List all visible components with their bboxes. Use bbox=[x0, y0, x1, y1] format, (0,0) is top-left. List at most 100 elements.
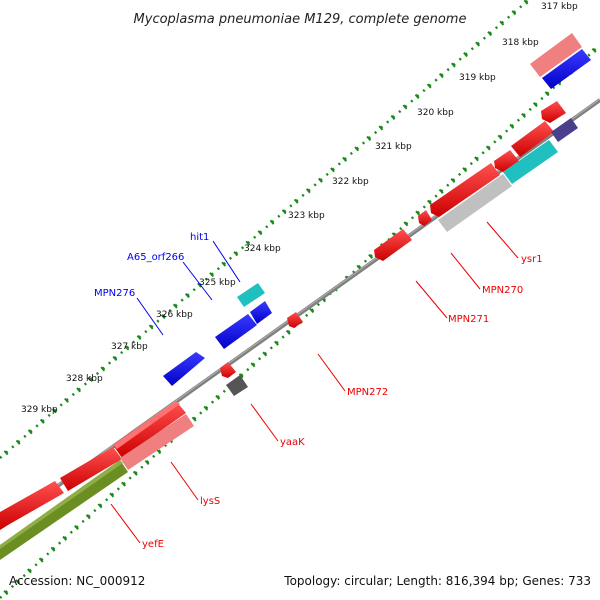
gene-arrow-blue[interactable] bbox=[542, 49, 591, 89]
forward-ruler-tick bbox=[451, 62, 456, 68]
forward-ruler-tick bbox=[39, 418, 45, 424]
reverse-ruler-tick bbox=[50, 546, 56, 552]
reverse-ruler-tick bbox=[144, 459, 150, 465]
tick-label-323: 323 kbp bbox=[288, 211, 325, 221]
forward-ruler-tick bbox=[438, 72, 444, 79]
forward-ruler-line bbox=[0, 0, 531, 459]
forward-ruler-tick bbox=[172, 303, 178, 309]
leader-line-ysr1 bbox=[486, 221, 519, 259]
forward-ruler-tick bbox=[136, 334, 142, 341]
label-A65_orf266[interactable]: A65_orf266 bbox=[127, 252, 184, 263]
reverse-ruler-tick bbox=[285, 329, 291, 335]
reverse-ruler-tick bbox=[368, 253, 374, 259]
tick-label-324: 324 kbp bbox=[244, 244, 281, 254]
gene-MPN276[interactable] bbox=[163, 352, 205, 386]
forward-ruler-tick bbox=[233, 251, 239, 257]
feature-purple[interactable] bbox=[551, 118, 578, 142]
feature-yaaK[interactable] bbox=[226, 375, 248, 396]
gene-lysS[interactable] bbox=[113, 401, 186, 458]
label-MPN276[interactable]: MPN276 bbox=[94, 288, 135, 299]
forward-ruler-tick bbox=[378, 125, 384, 131]
forward-ruler-tick bbox=[27, 429, 33, 435]
gene-yaaK[interactable] bbox=[220, 362, 236, 378]
forward-ruler-tick bbox=[245, 240, 251, 246]
forward-ruler-tick bbox=[209, 272, 214, 278]
label-yaaK[interactable]: yaaK bbox=[280, 437, 305, 448]
tick-label-320: 320 kbp bbox=[417, 108, 454, 118]
gene-arrow-blue-small[interactable] bbox=[250, 301, 272, 324]
label-ysr1[interactable]: ysr1 bbox=[521, 254, 543, 265]
gene-arrow[interactable] bbox=[541, 101, 566, 123]
gene-MPN270-small[interactable] bbox=[418, 210, 432, 226]
topology-summary-text: Topology: circular; Length: 816,394 bp; … bbox=[283, 574, 591, 588]
gene-MPN270[interactable] bbox=[430, 163, 500, 217]
forward-ruler-tick bbox=[88, 376, 94, 382]
reverse-ruler-tick bbox=[85, 514, 91, 520]
forward-ruler-tick bbox=[475, 41, 480, 47]
forward-ruler-tick bbox=[305, 188, 311, 194]
gene-MPN271[interactable] bbox=[374, 229, 412, 261]
tick-label-321: 321 kbp bbox=[375, 142, 412, 152]
ruler-tick-marks bbox=[3, 0, 597, 596]
leader-line-yaaK bbox=[250, 403, 279, 442]
reverse-ruler-tick bbox=[238, 373, 244, 379]
reverse-ruler-tick bbox=[97, 503, 103, 509]
reverse-ruler-tick bbox=[403, 221, 409, 227]
tick-label-322: 322 kbp bbox=[332, 177, 369, 187]
label-hit1[interactable]: hit1 bbox=[190, 232, 209, 243]
leader-line-A65_orf266 bbox=[182, 261, 213, 301]
reverse-ruler-tick bbox=[38, 557, 44, 563]
reverse-ruler-tick bbox=[262, 351, 268, 357]
feature-hit1[interactable] bbox=[237, 283, 265, 307]
label-MPN271[interactable]: MPN271 bbox=[448, 314, 489, 325]
gene-arrow[interactable] bbox=[494, 150, 519, 172]
leader-line-yefE bbox=[110, 503, 141, 544]
feature-ysr1[interactable] bbox=[438, 174, 512, 232]
reverse-strand-features bbox=[0, 101, 578, 560]
forward-ruler-tick bbox=[148, 324, 154, 330]
feature-lysS[interactable] bbox=[120, 414, 194, 470]
gene-lysS-top[interactable] bbox=[113, 401, 180, 449]
feature-yefE-top[interactable] bbox=[0, 460, 123, 549]
reverse-ruler-tick bbox=[591, 47, 597, 53]
leader-line-MPN271 bbox=[415, 280, 448, 319]
label-lysS[interactable]: lysS bbox=[200, 496, 220, 507]
forward-ruler-tick bbox=[64, 397, 69, 403]
gene-labels: hit1 A65_orf266 MPN276 ysr1 MPN270 MPN27… bbox=[94, 232, 543, 550]
forward-ruler-tick bbox=[318, 177, 323, 183]
tick-label-327: 327 kbp bbox=[111, 342, 148, 352]
leader-line-MPN272 bbox=[317, 353, 346, 392]
forward-ruler-tick bbox=[100, 366, 106, 372]
forward-ruler-tick bbox=[330, 167, 335, 173]
gene-A65_orf266[interactable] bbox=[215, 314, 257, 349]
reverse-ruler-tick bbox=[74, 525, 79, 531]
label-yefE[interactable]: yefE bbox=[142, 539, 164, 550]
reverse-ruler-tick bbox=[462, 167, 468, 173]
reverse-ruler-tick bbox=[415, 210, 421, 216]
tick-label-317: 317 kbp bbox=[541, 2, 578, 12]
label-MPN270[interactable]: MPN270 bbox=[482, 285, 523, 296]
feature-yefE[interactable] bbox=[0, 460, 128, 560]
gene-arrow[interactable] bbox=[0, 481, 64, 530]
gene-arrow[interactable] bbox=[60, 447, 122, 491]
gene-arrow[interactable] bbox=[511, 121, 554, 157]
leader-line-MPN276 bbox=[136, 297, 164, 336]
forward-ruler-tick bbox=[402, 104, 408, 110]
tick-label-319: 319 kbp bbox=[459, 73, 496, 83]
forward-ruler-tick bbox=[463, 52, 468, 58]
feature-light-red[interactable] bbox=[530, 33, 582, 77]
forward-ruler-tick bbox=[160, 313, 166, 320]
forward-ruler-tick bbox=[15, 439, 21, 445]
reverse-ruler-tick bbox=[450, 178, 456, 184]
gene-MPN272[interactable] bbox=[287, 312, 303, 328]
tick-label-329: 329 kbp bbox=[21, 405, 58, 415]
forward-ruler-tick bbox=[390, 114, 396, 120]
tick-label-325: 325 kbp bbox=[199, 278, 236, 288]
leader-lines bbox=[110, 221, 519, 544]
forward-ruler-tick bbox=[3, 450, 9, 456]
forward-ruler-tick bbox=[221, 261, 227, 267]
leader-line-lysS bbox=[170, 461, 199, 501]
feature-teal[interactable] bbox=[503, 140, 558, 184]
label-MPN272[interactable]: MPN272 bbox=[347, 387, 388, 398]
